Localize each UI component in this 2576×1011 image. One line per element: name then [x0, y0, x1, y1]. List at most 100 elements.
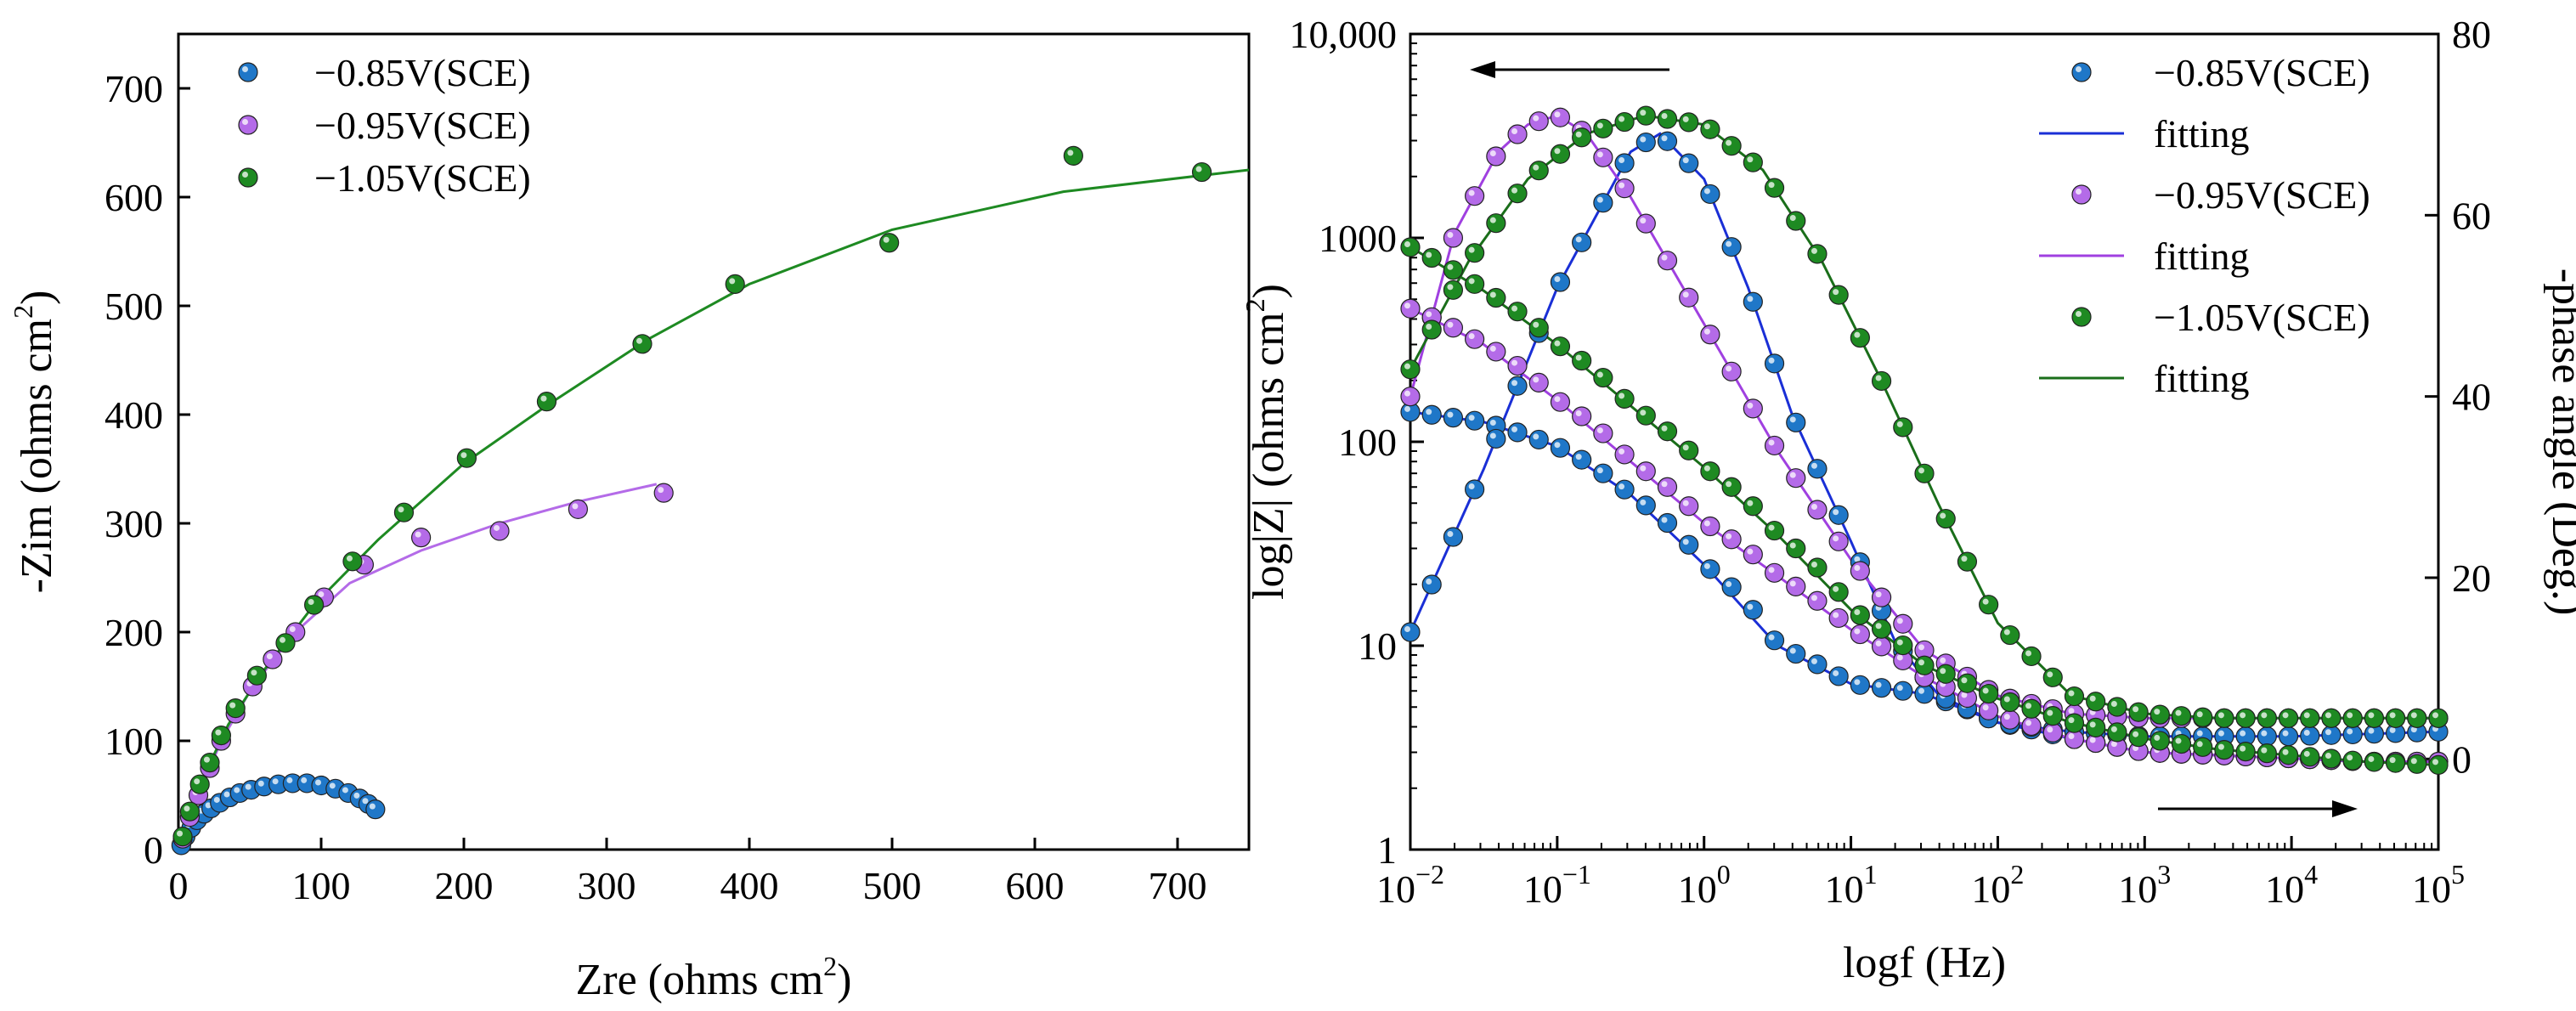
bode-point	[2128, 727, 2149, 748]
bode-point-highlight	[1447, 263, 1454, 270]
bode-point	[1507, 376, 1528, 396]
bode-point-highlight	[1489, 345, 1496, 352]
bode-point-body	[1657, 512, 1678, 534]
bode-point-body	[1593, 423, 1613, 443]
bode-point	[1786, 538, 1806, 559]
bode-point-body	[2278, 745, 2299, 765]
bode-point	[1743, 545, 1763, 565]
bode-point-body	[1807, 244, 1827, 264]
bode-point	[1764, 520, 1785, 541]
bode-point	[2321, 748, 2342, 769]
bode-point	[2257, 726, 2277, 747]
bode-point-body	[2235, 708, 2256, 728]
bode-point	[1614, 111, 1635, 133]
nyquist-point-body	[275, 633, 296, 653]
nyquist-point-body	[200, 752, 220, 773]
bode-point-highlight	[1489, 291, 1496, 298]
bode-point-body	[1465, 186, 1485, 206]
bode-point-body	[2086, 717, 2106, 737]
nyquist-point-body	[225, 698, 246, 719]
nyquist-y-tick-label: 200	[105, 611, 163, 654]
bode-point-body	[1871, 587, 1892, 607]
nyquist-point	[200, 752, 220, 773]
bode-point	[1657, 131, 1678, 151]
bode-point-highlight	[1511, 305, 1518, 312]
bode-point	[1828, 505, 1849, 525]
bode-point-highlight	[1489, 150, 1496, 156]
bode-point-body	[1679, 287, 1699, 308]
bode-point	[1528, 318, 1549, 338]
bode-point-body	[1979, 700, 1999, 720]
bode-point-highlight	[1789, 580, 1796, 587]
bode-point	[1914, 640, 1935, 660]
bode-point-highlight	[1575, 131, 1582, 138]
bode-point	[2064, 729, 2085, 749]
bode-point-body	[2193, 737, 2213, 757]
bode-point	[2021, 715, 2042, 737]
bode-point-body	[2149, 704, 2170, 725]
bode-point	[1893, 613, 1913, 634]
bode-point	[2300, 747, 2320, 767]
nyquist-point-highlight	[658, 487, 664, 494]
bode-point-highlight	[1468, 415, 1475, 421]
bode-point-body	[1400, 622, 1421, 642]
bode-point-body	[1443, 260, 1464, 280]
bode-point-highlight	[2303, 750, 2310, 757]
bode-point-body	[2214, 740, 2234, 760]
bode-point-body	[1465, 243, 1485, 263]
bode-point-highlight	[1703, 520, 1710, 527]
bode-point	[1507, 302, 1528, 322]
bode-point-highlight	[1918, 687, 1924, 694]
bode-point-highlight	[2110, 726, 2117, 732]
bode-point	[1721, 529, 1742, 550]
nyquist-point-highlight	[329, 782, 336, 789]
bode-point-body	[1721, 577, 1742, 597]
bode-point-highlight	[1896, 421, 1903, 427]
bode-point-body	[1679, 112, 1699, 133]
bode-point-highlight	[2047, 709, 2053, 716]
bode-point-highlight	[1789, 215, 1796, 221]
bode-point-highlight	[1703, 188, 1710, 195]
bode-legend-marker-highlight	[2076, 189, 2082, 195]
bode-point	[1743, 152, 1763, 172]
bode-point-body	[1486, 287, 1506, 308]
bode-point-highlight	[1682, 157, 1689, 164]
bode-point-highlight	[1833, 669, 1839, 676]
nyquist-point-highlight	[203, 756, 210, 763]
nyquist-point	[1063, 145, 1083, 166]
bode-point-body	[1657, 131, 1678, 151]
bode-x-axis-label: logf (Hz)	[1843, 939, 2006, 987]
bode-point-body	[1443, 318, 1464, 338]
bode-point	[1635, 132, 1656, 153]
bode-point-body	[2064, 686, 2085, 707]
bode-point-highlight	[1426, 409, 1432, 415]
nyquist-point-body	[536, 392, 557, 412]
bode-point-body	[1593, 367, 1613, 388]
bode-point-body	[2042, 706, 2063, 726]
bode-point	[1764, 178, 1785, 198]
bode-point	[2385, 753, 2406, 773]
bode-point-body	[1593, 147, 1613, 167]
bode-point-body	[1743, 545, 1763, 565]
nyquist-point	[536, 392, 557, 412]
bode-point	[2149, 704, 2170, 725]
bode-point-body	[1421, 319, 1442, 340]
bode-point-highlight	[1618, 182, 1625, 189]
bode-point	[2021, 698, 2042, 719]
nyquist-legend-marker	[238, 167, 258, 188]
bode-point-body	[2321, 708, 2342, 728]
nyquist-y-tick-label: 500	[105, 285, 163, 328]
bode-legend-marker	[2071, 184, 2092, 205]
bode-point-highlight	[2282, 712, 2289, 719]
bode-point-body	[2407, 708, 2427, 728]
bode-point	[1679, 534, 1699, 555]
bode-point-highlight	[2089, 737, 2096, 743]
bode-point	[1507, 124, 1528, 144]
bode-point	[1679, 440, 1699, 460]
bode-point-highlight	[1596, 467, 1603, 474]
bode-point-highlight	[2047, 726, 2053, 733]
bode-point	[2278, 708, 2299, 728]
bode-point	[1593, 367, 1613, 388]
nyquist-point	[653, 483, 674, 503]
bode-point-highlight	[1703, 465, 1710, 472]
